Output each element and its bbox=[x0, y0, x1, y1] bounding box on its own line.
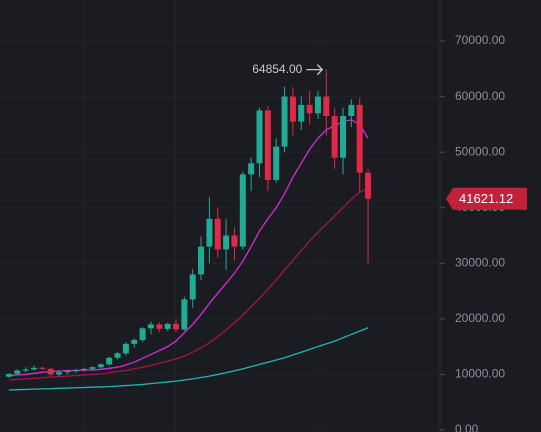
candle-body bbox=[231, 235, 238, 247]
candle-body bbox=[356, 104, 363, 173]
candle-body bbox=[156, 324, 163, 329]
candle-body bbox=[22, 369, 29, 371]
y-tick-label: 50000.00 bbox=[455, 144, 505, 158]
candle-body bbox=[14, 370, 21, 374]
candle-body bbox=[31, 367, 38, 370]
candle-body bbox=[198, 246, 205, 275]
high-arrow bbox=[306, 64, 324, 76]
candle-body bbox=[239, 174, 246, 247]
moving-average-line bbox=[8, 327, 369, 391]
moving-averages bbox=[8, 119, 369, 391]
candle-body bbox=[223, 235, 230, 250]
candle-body bbox=[39, 367, 46, 369]
candle-body bbox=[214, 218, 221, 250]
candle-body bbox=[139, 328, 146, 340]
candle-body bbox=[323, 96, 330, 117]
candle-body bbox=[264, 110, 271, 180]
candle-body bbox=[248, 163, 255, 175]
candle-body bbox=[173, 323, 179, 330]
candles bbox=[6, 69, 372, 378]
y-tick-label: 20000.00 bbox=[455, 311, 505, 325]
candle-body bbox=[189, 274, 196, 300]
candle-body bbox=[365, 172, 372, 199]
candle-body bbox=[256, 110, 263, 164]
candle-body bbox=[131, 339, 138, 344]
candle-body bbox=[348, 104, 355, 117]
candle-body bbox=[56, 372, 63, 375]
candle-body bbox=[331, 116, 338, 158]
candle-body bbox=[122, 343, 129, 354]
candle-body bbox=[89, 367, 96, 369]
candle-body bbox=[273, 146, 280, 180]
annotations: 64854.00 41621.12 bbox=[252, 62, 527, 210]
candle-body bbox=[72, 369, 79, 372]
moving-average-line bbox=[8, 187, 369, 381]
candle-body bbox=[206, 218, 213, 247]
candle-body bbox=[64, 371, 71, 373]
candle-body bbox=[97, 364, 104, 368]
candle-body bbox=[181, 299, 188, 330]
candle-body bbox=[114, 353, 121, 358]
candle-body bbox=[81, 368, 88, 370]
candle-body bbox=[298, 104, 305, 122]
candle-body bbox=[147, 324, 154, 329]
candle-body bbox=[306, 104, 313, 114]
candle-body bbox=[289, 96, 296, 122]
candle-body bbox=[47, 368, 54, 375]
candle-body bbox=[164, 323, 171, 329]
last-price-tag bbox=[446, 187, 527, 210]
candle-body bbox=[6, 373, 12, 377]
y-tick-label: 10000.00 bbox=[455, 367, 505, 381]
candle-body bbox=[340, 116, 346, 158]
y-tick-label: 70000.00 bbox=[455, 33, 505, 47]
candle-body bbox=[281, 96, 288, 147]
candle-body bbox=[106, 357, 113, 365]
y-tick-label: 30000.00 bbox=[455, 255, 505, 269]
candle-body bbox=[314, 96, 321, 114]
y-tick-label: 60000.00 bbox=[455, 89, 505, 103]
last-price-label: 41621.12 bbox=[459, 191, 513, 206]
moving-average-line bbox=[8, 119, 369, 377]
y-tick-label: 0.00 bbox=[455, 422, 479, 432]
high-label: 64854.00 bbox=[252, 62, 302, 76]
